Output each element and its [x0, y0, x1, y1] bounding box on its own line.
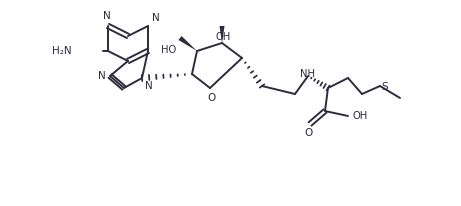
Text: N: N	[152, 13, 160, 23]
Polygon shape	[219, 26, 225, 43]
Text: S: S	[381, 82, 388, 92]
Text: HO: HO	[161, 45, 176, 55]
Polygon shape	[178, 36, 197, 51]
Text: OH: OH	[352, 111, 367, 121]
Text: O: O	[207, 93, 215, 103]
Text: O: O	[304, 128, 312, 138]
Text: N: N	[103, 11, 111, 21]
Text: N: N	[145, 81, 153, 91]
Text: N: N	[98, 71, 106, 81]
Text: NH: NH	[300, 69, 314, 79]
Text: H₂N: H₂N	[53, 46, 72, 56]
Text: OH: OH	[215, 32, 230, 42]
